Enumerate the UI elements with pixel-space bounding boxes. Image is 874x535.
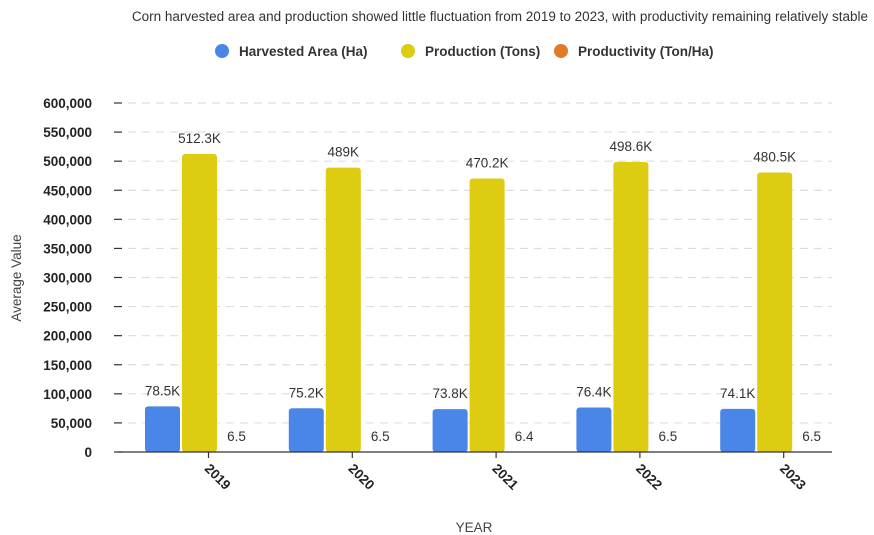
y-tick-label: 550,000 — [43, 125, 92, 140]
data-labels: 78.5K 512.3K 6.5 75.2K 489K 6.5 73.8K 470.2K 6.4… — [145, 131, 821, 444]
data-label: 470.2K — [466, 156, 509, 171]
x-tick-label: 2023 — [777, 461, 809, 493]
y-axis-title: Average Value — [9, 234, 24, 321]
bar-1-2019 — [182, 154, 217, 453]
bar-0-2021 — [432, 409, 468, 452]
bar-0-2020 — [288, 408, 324, 452]
data-label: 78.5K — [145, 383, 180, 398]
data-label: 73.8K — [432, 386, 467, 401]
legend-label: Production (Tons) — [425, 44, 540, 59]
y-tick-label: 100,000 — [43, 387, 92, 402]
data-label: 6.4 — [515, 429, 534, 444]
y-tick-label: 300,000 — [43, 271, 92, 286]
data-label: 6.5 — [802, 429, 821, 444]
bar-1-2023 — [757, 172, 793, 453]
bar-1-2020 — [325, 167, 361, 452]
data-label: 480.5K — [753, 150, 796, 165]
bar-1-2021 — [469, 178, 505, 452]
legend-marker — [215, 44, 229, 58]
bars — [145, 154, 830, 453]
x-tick-label: 2019 — [202, 461, 234, 493]
bar-0-2019 — [145, 406, 180, 452]
y-tick-label: 150,000 — [43, 358, 92, 373]
legend-label: Harvested Area (Ha) — [239, 44, 368, 59]
data-label: 498.6K — [610, 139, 653, 154]
data-label: 74.1K — [720, 386, 755, 401]
y-tick-label: 400,000 — [43, 212, 92, 227]
y-tick-label: 450,000 — [43, 183, 92, 198]
x-tick-label: 2021 — [489, 461, 521, 493]
y-tick-label: 200,000 — [43, 329, 92, 344]
data-label: 75.2K — [289, 385, 324, 400]
y-tick-label: 250,000 — [43, 300, 92, 315]
legend-marker — [554, 44, 568, 58]
y-axis-ticks: 0 50,000 100,000 150,000 200,000 250,000 300,0… — [43, 96, 122, 460]
data-label: 489K — [328, 145, 360, 160]
x-axis-ticks: 2019 2020 2021 2022 2023 — [202, 452, 809, 493]
y-tick-label: 500,000 — [43, 154, 92, 169]
y-tick-label: 0 — [84, 445, 92, 460]
x-tick-label: 2020 — [346, 461, 378, 493]
data-label: 76.4K — [576, 385, 611, 400]
bar-1-2022 — [613, 161, 649, 452]
legend-marker — [401, 44, 415, 58]
y-tick-label: 350,000 — [43, 241, 92, 256]
y-tick-label: 600,000 — [43, 96, 92, 111]
legend-label: Productivity (Ton/Ha) — [578, 44, 714, 59]
chart-title: Corn harvested area and production showe… — [132, 9, 868, 24]
bar-0-2022 — [576, 407, 612, 452]
y-tick-label: 50,000 — [51, 416, 92, 431]
x-axis-title: YEAR — [456, 520, 493, 535]
data-label: 6.5 — [371, 429, 390, 444]
bar-0-2023 — [720, 408, 756, 452]
x-tick-label: 2022 — [633, 461, 665, 493]
legend: Harvested Area (Ha) Production (Tons) Prod… — [215, 44, 714, 59]
data-label: 6.5 — [227, 429, 246, 444]
data-label: 512.3K — [178, 131, 221, 146]
data-label: 6.5 — [659, 429, 678, 444]
